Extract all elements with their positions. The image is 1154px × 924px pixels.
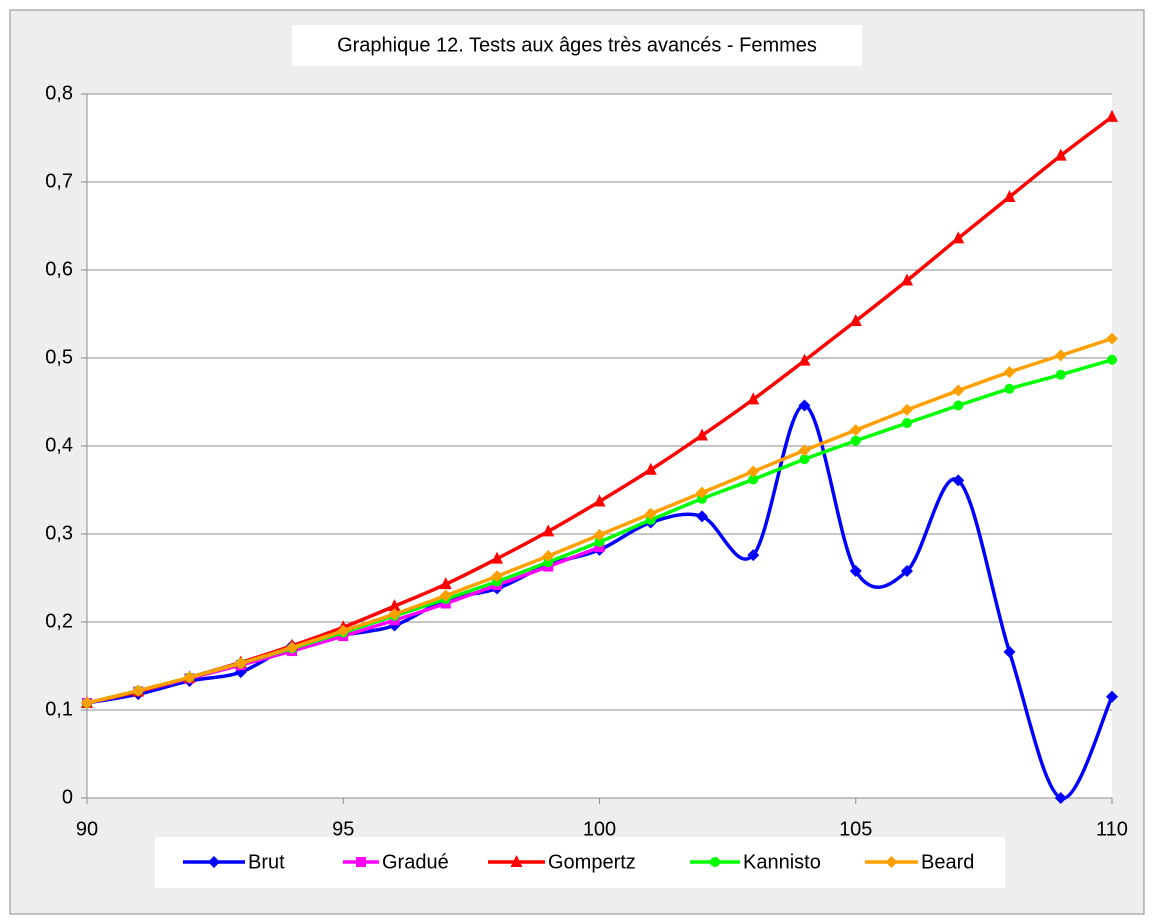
marker — [81, 696, 93, 709]
legend-marker — [356, 857, 366, 867]
marker — [1055, 369, 1066, 380]
marker — [234, 657, 247, 670]
marker — [1106, 332, 1118, 345]
marker — [850, 435, 861, 446]
legend-marker — [710, 857, 720, 867]
marker — [901, 273, 913, 286]
marker — [849, 314, 862, 327]
x-tick-label: 110 — [1096, 818, 1128, 840]
marker — [747, 549, 760, 562]
legend-marker — [208, 856, 220, 868]
marker — [1003, 645, 1016, 658]
y-tick-label: 0,2 — [45, 610, 73, 632]
marker — [1054, 792, 1067, 804]
marker — [593, 528, 606, 541]
y-tick-label: 0,7 — [45, 170, 73, 192]
marker — [696, 428, 708, 441]
marker — [491, 551, 503, 564]
marker — [901, 564, 913, 577]
y-tick-label: 0 — [62, 786, 73, 808]
marker — [644, 462, 657, 475]
marker — [439, 577, 452, 590]
legend-marker — [510, 855, 523, 867]
marker — [747, 465, 760, 478]
marker — [1106, 109, 1118, 122]
marker — [594, 542, 605, 553]
marker — [594, 536, 605, 547]
legend-label: Brut — [248, 851, 285, 873]
marker — [798, 444, 811, 457]
legend-label: Gradué — [382, 851, 449, 873]
marker — [798, 399, 811, 412]
marker — [337, 624, 350, 637]
marker — [952, 474, 965, 487]
y-tick-label: 0,1 — [45, 698, 73, 720]
marker — [542, 524, 555, 537]
marker — [747, 392, 760, 405]
marker — [798, 353, 811, 366]
marker — [1054, 148, 1067, 161]
marker — [183, 671, 196, 684]
x-tick-label: 100 — [583, 818, 616, 840]
legend-label: Kannisto — [743, 851, 821, 873]
marker — [902, 418, 912, 429]
marker — [286, 641, 298, 654]
marker — [849, 424, 862, 437]
marker — [1003, 366, 1016, 379]
chart-title: Graphique 12. Tests aux âges très avancé… — [337, 34, 817, 56]
legend-label: Gompertz — [548, 851, 636, 873]
marker — [799, 454, 810, 465]
x-tick-label: 105 — [839, 818, 872, 840]
y-tick-label: 0,8 — [45, 82, 73, 104]
marker — [543, 557, 554, 568]
marker — [491, 570, 503, 583]
marker — [388, 599, 401, 612]
legend-label: Beard — [921, 851, 974, 873]
marker — [542, 550, 555, 562]
marker — [1003, 189, 1016, 202]
title-box — [292, 25, 862, 66]
marker — [439, 589, 452, 602]
marker — [696, 486, 708, 499]
marker — [388, 608, 401, 621]
marker — [1106, 690, 1118, 703]
marker — [1054, 349, 1067, 362]
marker — [901, 403, 913, 416]
legend-box — [155, 837, 1005, 888]
y-tick-label: 0,4 — [45, 434, 73, 456]
marker — [645, 514, 656, 525]
marker — [849, 564, 862, 577]
y-tick-label: 0,6 — [45, 258, 73, 280]
marker — [748, 474, 759, 485]
marker — [697, 493, 707, 504]
marker — [952, 384, 965, 397]
marker — [593, 494, 606, 507]
marker — [952, 231, 965, 244]
marker — [953, 400, 964, 411]
marker — [644, 507, 657, 520]
marker — [696, 510, 708, 523]
marker — [132, 684, 145, 697]
y-tick-label: 0,5 — [45, 346, 73, 368]
x-tick-label: 90 — [76, 818, 98, 840]
marker — [1107, 354, 1117, 365]
y-tick-label: 0,3 — [45, 522, 73, 544]
marker — [1004, 383, 1015, 394]
x-tick-label: 95 — [332, 818, 354, 840]
legend-marker — [885, 856, 898, 868]
